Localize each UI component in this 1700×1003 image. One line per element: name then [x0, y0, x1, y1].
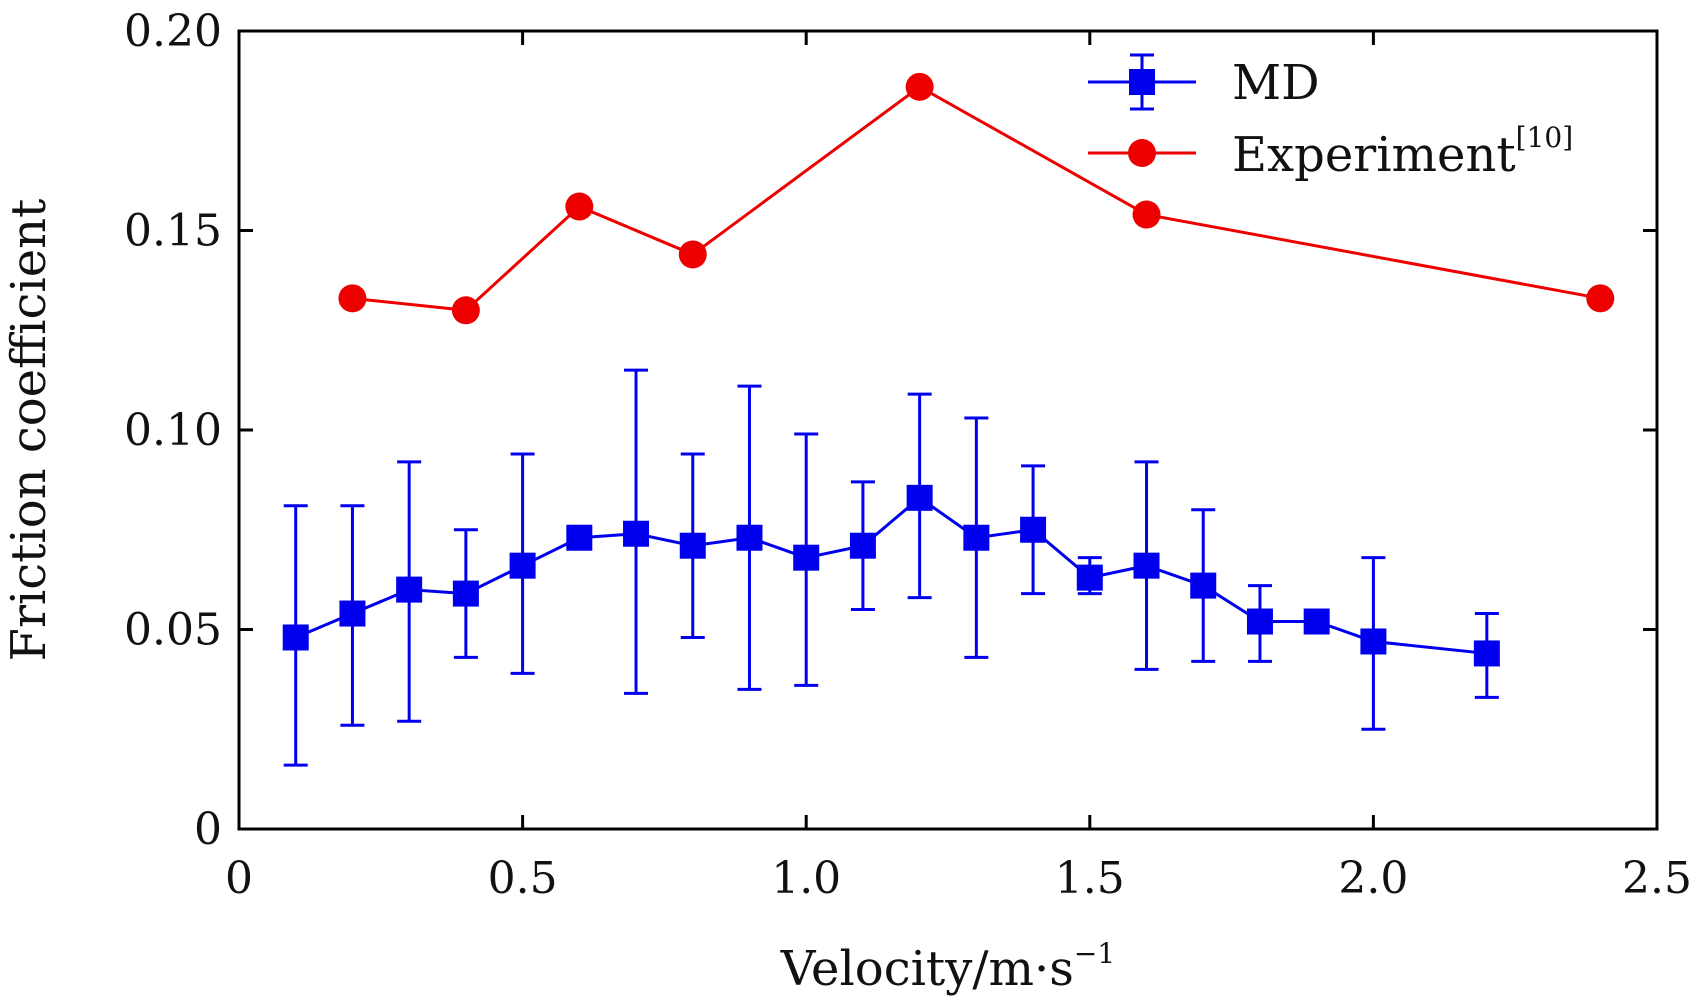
data-point-square: [509, 552, 536, 579]
data-point-square: [1133, 552, 1160, 579]
y-axis: 0 0.05 0.10 0.15 0.20: [124, 6, 1657, 855]
data-point-square: [1076, 564, 1103, 591]
data-point-circle: [1586, 284, 1615, 313]
data-point-square: [396, 576, 423, 603]
x-tick-label: 1.0: [771, 853, 841, 904]
y-axis-title: Friction coefficient: [1, 199, 57, 662]
data-point-square: [1246, 608, 1273, 635]
data-point-square: [1360, 628, 1387, 655]
data-point-square: [849, 532, 876, 559]
data-point-square: [679, 532, 706, 559]
y-tick-label: 0.15: [124, 206, 222, 257]
x-tick-label: 0: [225, 853, 253, 904]
series-layer: [282, 72, 1615, 767]
x-tick-label: 2.5: [1622, 853, 1692, 904]
data-point-square: [623, 520, 650, 547]
data-point-circle: [338, 284, 367, 313]
legend-md-marker: [1129, 69, 1155, 95]
data-point-square: [452, 580, 479, 607]
legend: MD Experiment[10]: [1088, 53, 1573, 183]
x-tick-label: 2.0: [1338, 853, 1408, 904]
series-experiment: [338, 72, 1615, 325]
data-point-square: [339, 600, 366, 627]
data-point-square: [1020, 516, 1047, 543]
data-point-square: [1303, 608, 1330, 635]
x-tick-label: 1.5: [1055, 853, 1125, 904]
legend-entry-md: MD: [1088, 53, 1320, 111]
y-tick-label: 0: [194, 804, 222, 855]
y-tick-label: 0.05: [124, 605, 222, 656]
data-point-circle: [451, 296, 480, 325]
x-axis-title-main: Velocity/m·s: [780, 941, 1074, 997]
data-point-circle: [1132, 200, 1161, 229]
data-point-circle: [565, 192, 594, 221]
data-point-square: [736, 524, 763, 551]
legend-md-label: MD: [1232, 55, 1320, 111]
x-axis-title-sup: −1: [1074, 937, 1115, 970]
data-point-square: [1190, 572, 1217, 599]
data-point-square: [906, 484, 933, 511]
series-line: [352, 85, 1601, 312]
y-tick-label: 0.10: [124, 405, 222, 456]
legend-entry-experiment: Experiment[10]: [1088, 121, 1573, 183]
data-point-square: [793, 544, 820, 571]
series-md: [282, 368, 1500, 767]
x-axis: 0 0.5 1.0 1.5 2.0 2.5: [225, 31, 1692, 904]
data-point-square: [566, 524, 593, 551]
legend-experiment-label: Experiment[10]: [1232, 121, 1573, 183]
data-point-square: [963, 524, 990, 551]
x-tick-label: 0.5: [488, 853, 558, 904]
data-point-circle: [905, 72, 934, 101]
y-tick-label: 0.20: [124, 6, 222, 57]
x-axis-title: Velocity/m·s−1: [780, 937, 1115, 997]
data-point-square: [282, 624, 309, 651]
data-point-square: [1473, 640, 1500, 667]
data-point-circle: [678, 240, 707, 269]
legend-experiment-marker: [1128, 139, 1156, 167]
legend-experiment-ref: [10]: [1516, 121, 1573, 154]
